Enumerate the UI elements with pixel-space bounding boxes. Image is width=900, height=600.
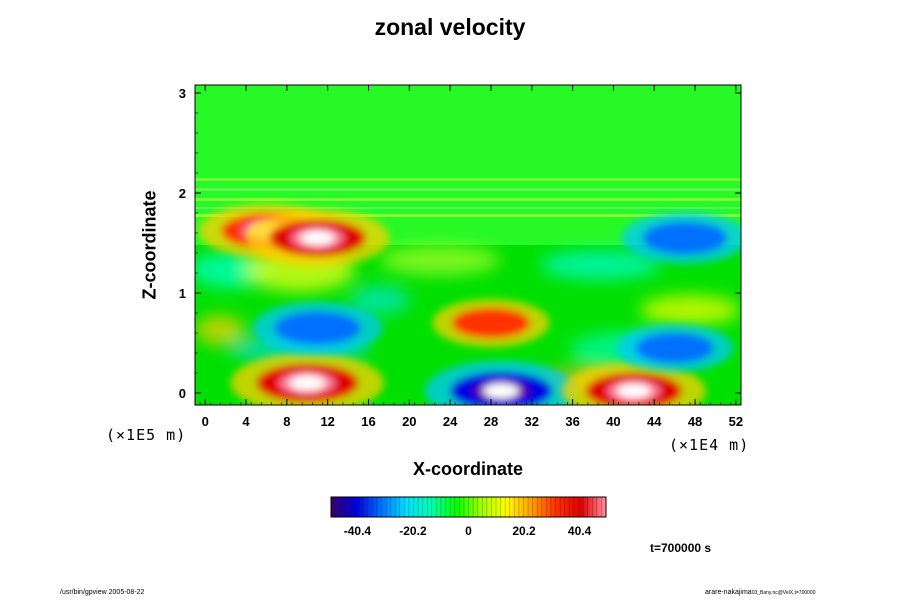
y-tick-label: 2 <box>179 186 186 201</box>
footer-source-main: arare-nakajima <box>705 589 752 596</box>
velocity-feature <box>621 212 741 264</box>
colorbar-tick-label: 0 <box>465 524 472 538</box>
z-axis-multiplier: (×1E5 m) <box>106 426 187 444</box>
y-axis-ticks: 0 1 2 3 <box>179 86 741 401</box>
x-tick-label: 16 <box>361 414 375 429</box>
velocity-feature <box>424 360 578 405</box>
colorbar: -40.4 -20.2 0 20.2 40.4 <box>330 496 607 538</box>
velocity-feature <box>252 301 383 355</box>
colorbar-tick-label: 40.4 <box>568 524 592 538</box>
y-tick-label: 0 <box>179 386 186 401</box>
x-tick-label: 20 <box>402 414 416 429</box>
velocity-feature <box>432 299 550 347</box>
colorbar-tick-label: -40.4 <box>344 524 372 538</box>
x-tick-label: 12 <box>320 414 334 429</box>
x-axis-multiplier: (×1E4 m) <box>669 436 750 454</box>
velocity-feature <box>230 352 384 405</box>
colorbar-tick-label: 20.2 <box>512 524 536 538</box>
footer-source-sub: 03_Bany.nc@VelX,t=700000 <box>751 590 816 596</box>
y-tick-label: 3 <box>179 86 186 101</box>
footer-command: /usr/bin/gpview 2005-08-22 <box>60 589 145 596</box>
colorbar-tick-label: -20.2 <box>399 524 427 538</box>
velocity-feature <box>561 362 706 405</box>
x-tick-label: 4 <box>242 414 250 429</box>
velocity-feature <box>245 209 390 267</box>
plot-frame <box>194 84 742 406</box>
chart-title: zonal velocity <box>374 14 526 40</box>
plot-area <box>194 84 742 406</box>
x-tick-label: 28 <box>484 414 498 429</box>
x-tick-label: 0 <box>202 414 209 429</box>
x-tick-label: 36 <box>565 414 579 429</box>
x-tick-label: 52 <box>729 414 743 429</box>
colorbar-ticks: -40.4 -20.2 0 20.2 40.4 <box>335 497 602 538</box>
x-tick-label: 48 <box>688 414 702 429</box>
x-tick-label: 24 <box>443 414 458 429</box>
x-tick-label: 8 <box>283 414 290 429</box>
x-tick-label: 40 <box>606 414 620 429</box>
x-axis-ticks: 0 4 8 12 16 20 24 28 32 36 40 44 48 52 <box>199 85 743 429</box>
timestamp-label: t=700000 s <box>650 541 712 555</box>
x-axis-label: X-coordinate <box>412 459 523 479</box>
velocity-features <box>198 203 741 405</box>
x-tick-label: 44 <box>647 414 662 429</box>
footer-source: arare-nakajima03_Bany.nc@VelX,t=700000 <box>705 589 815 596</box>
x-tick-label: 32 <box>525 414 539 429</box>
velocity-feature <box>616 324 734 372</box>
y-tick-label: 1 <box>179 286 186 301</box>
stratified-bands <box>195 178 741 217</box>
y-axis-label: Z-coordinate <box>139 190 160 300</box>
